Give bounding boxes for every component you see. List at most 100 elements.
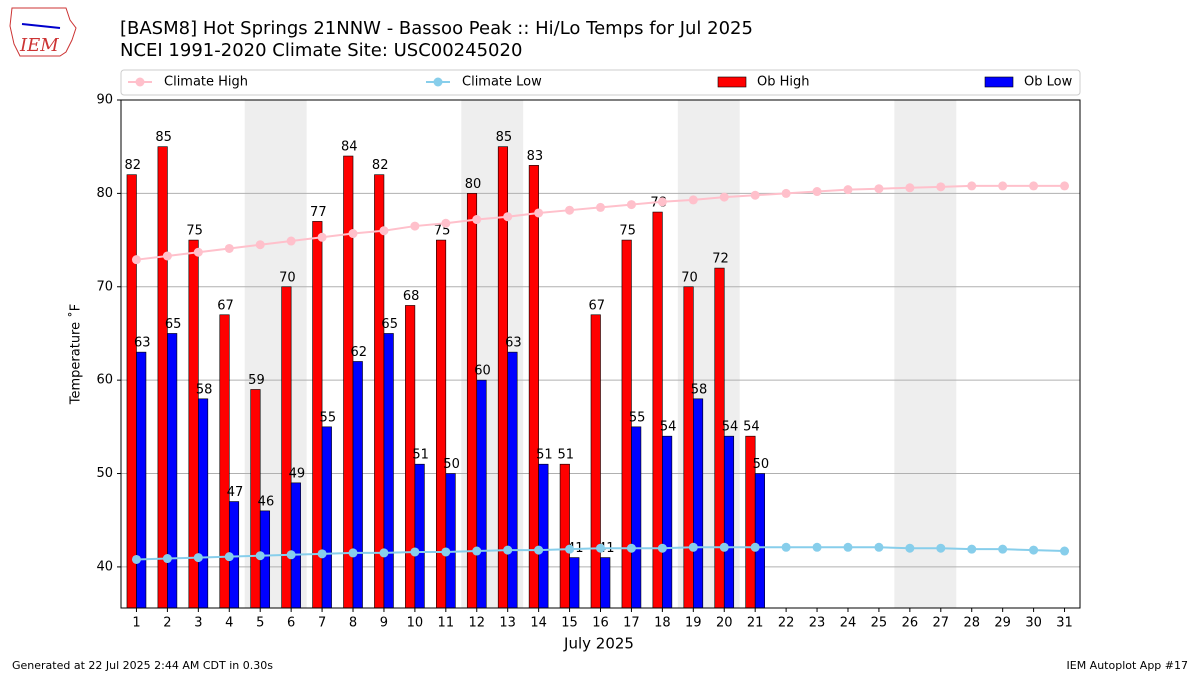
bar [600,557,611,609]
x-tick-label: 5 [256,616,264,631]
data-label: 70 [279,270,296,285]
marker [1060,546,1070,556]
marker [224,243,234,253]
marker [472,215,482,225]
data-label: 84 [341,140,358,155]
x-tick-label: 10 [407,616,424,631]
data-label: 55 [629,410,646,425]
y-tick-label: 60 [96,373,113,388]
marker [1029,181,1039,191]
data-label: 51 [558,448,575,463]
marker [998,181,1008,191]
data-label: 58 [196,382,213,397]
y-tick-label: 40 [96,559,113,574]
chart-title: [BASM8] Hot Springs 21NNW - Bassoo Peak … [120,18,753,39]
bar [198,398,209,609]
marker [131,554,141,564]
marker [193,553,203,563]
marker [1060,181,1070,191]
logo-line [21,23,61,29]
marker [503,545,513,555]
legend-label: Ob Low [1024,75,1073,90]
legend-frame [120,69,1081,96]
x-tick-label: 4 [225,616,233,631]
legend-marker [135,77,145,87]
x-tick-label: 1 [132,616,140,631]
legend-label: Climate High [164,75,248,90]
bar [528,165,539,609]
data-label: 63 [505,336,522,351]
bar [188,239,199,609]
marker [812,187,822,197]
marker [843,542,853,552]
plot-frame [120,99,1081,609]
y-tick-label: 90 [96,93,113,108]
bar [559,463,570,609]
weekend-shade [894,100,957,608]
x-tick-label: 23 [809,616,826,631]
data-label: 63 [134,336,151,351]
marker [936,182,946,192]
marker [688,542,698,552]
marker [565,205,575,215]
bar [754,473,765,609]
x-tick-label: 29 [994,616,1011,631]
marker [750,190,760,200]
bar [466,193,478,609]
marker [688,195,698,205]
x-tick-label: 25 [871,616,888,631]
data-label: 46 [258,494,275,509]
data-label: 68 [403,289,420,304]
marker [193,247,203,257]
footer-right: IEM Autoplot App #17 [1067,659,1189,672]
x-tick-label: 17 [623,616,640,631]
x-tick-label: 22 [778,616,795,631]
y-tick-label: 50 [96,466,113,481]
data-label: 54 [743,420,760,435]
x-tick-label: 28 [963,616,980,631]
logo: IEM [9,7,77,57]
data-label: 72 [712,252,729,267]
x-tick-label: 12 [468,616,485,631]
x-tick-label: 3 [194,616,202,631]
bar [352,361,363,609]
data-label: 49 [289,466,306,481]
marker [379,548,389,558]
marker [534,208,544,218]
x-tick-label: 11 [438,616,455,631]
data-label: 85 [496,130,513,145]
bar [219,314,230,609]
data-label: 65 [165,317,182,332]
marker [967,544,977,554]
x-tick-label: 16 [592,616,609,631]
data-label: 67 [217,298,234,313]
data-label: 85 [155,130,172,145]
bar [343,155,354,609]
marker [565,544,575,554]
x-axis-label: July 2025 [563,635,634,653]
marker [626,200,636,210]
x-tick-label: 8 [349,616,357,631]
marker [812,542,822,552]
bar [167,333,178,609]
marker [441,547,451,557]
legend-label: Ob High [757,75,810,90]
y-tick-label: 80 [96,186,113,201]
bar [569,557,580,609]
bar [662,435,673,609]
marker [657,197,667,207]
marker [317,232,327,242]
data-label: 51 [412,448,429,463]
data-label: 51 [536,448,553,463]
marker [967,181,977,191]
x-tick-label: 14 [530,616,547,631]
marker [317,549,327,559]
marker [998,544,1008,554]
data-label: 75 [186,224,203,239]
data-label: 58 [691,382,708,397]
x-tick-label: 9 [380,616,388,631]
marker [781,542,791,552]
y-tick-label: 70 [96,279,113,294]
x-tick-label: 18 [654,616,671,631]
x-tick-label: 24 [840,616,857,631]
